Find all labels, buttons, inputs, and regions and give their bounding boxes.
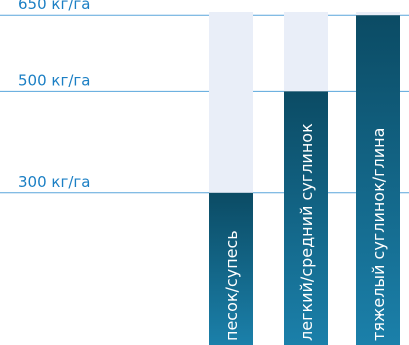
- y-tick-label: 300 кг/га: [18, 173, 90, 191]
- bar-category-label: песок/супесь: [222, 230, 241, 341]
- bars: [209, 15, 400, 345]
- bar: [284, 91, 328, 345]
- y-tick-label: 500 кг/га: [18, 71, 90, 89]
- bar: [356, 15, 400, 345]
- bar-labels: песок/супесь легкий/средний суглинок тяжел…: [222, 123, 388, 341]
- bar-category-label: легкий/средний суглинок: [297, 123, 316, 341]
- bar-category-label: тяжелый суглинок/глина: [369, 128, 388, 341]
- grid-lines: [0, 14, 409, 194]
- y-tick-label: 650 кг/га: [18, 0, 90, 13]
- bar: [209, 192, 253, 345]
- y-tick-labels: 300 кг/га 500 кг/га 650 кг/га: [18, 0, 90, 191]
